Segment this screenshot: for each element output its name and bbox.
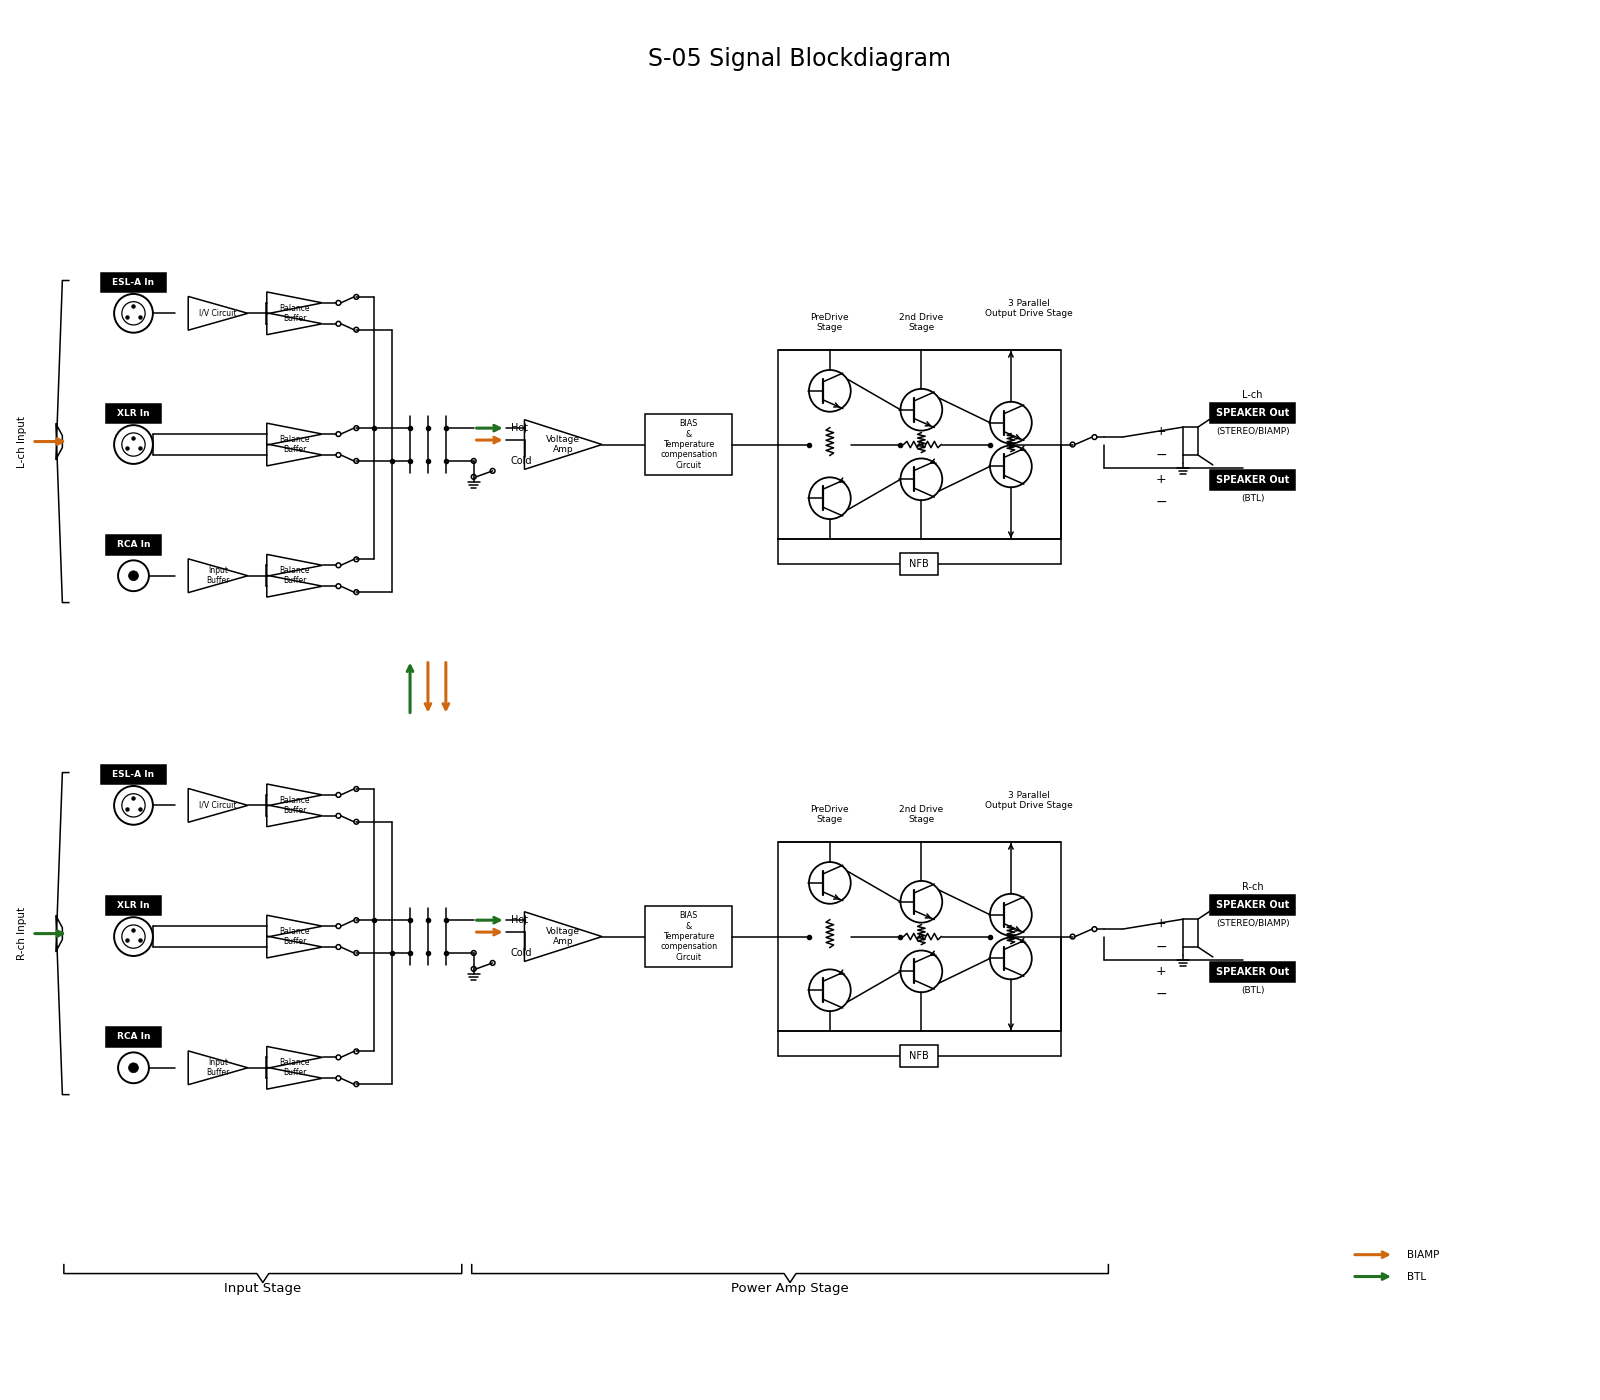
Text: Power Amp Stage: Power Amp Stage xyxy=(731,1282,850,1295)
Text: Hot: Hot xyxy=(510,423,528,433)
Text: Hot: Hot xyxy=(510,916,528,925)
Text: Input
Buffer: Input Buffer xyxy=(206,1058,230,1078)
Text: L-ch Input: L-ch Input xyxy=(18,416,27,468)
FancyBboxPatch shape xyxy=(645,414,733,476)
Text: BTL: BTL xyxy=(1406,1271,1426,1281)
Text: S-05 Signal Blockdiagram: S-05 Signal Blockdiagram xyxy=(648,46,952,71)
Text: Balance
Buffer: Balance Buffer xyxy=(280,927,310,946)
Text: −: − xyxy=(1155,987,1166,1001)
FancyBboxPatch shape xyxy=(106,896,162,916)
Text: (STEREO/BIAMP): (STEREO/BIAMP) xyxy=(1216,918,1290,928)
Text: ESL-A In: ESL-A In xyxy=(112,770,155,778)
FancyBboxPatch shape xyxy=(101,273,166,293)
Text: Balance
Buffer: Balance Buffer xyxy=(280,566,310,585)
Text: I/V Circuit: I/V Circuit xyxy=(200,309,237,318)
Text: SPEAKER Out: SPEAKER Out xyxy=(1216,476,1290,486)
Text: 2nd Drive
Stage: 2nd Drive Stage xyxy=(899,805,944,825)
Text: ESL-A In: ESL-A In xyxy=(112,279,155,287)
FancyBboxPatch shape xyxy=(106,405,162,423)
Circle shape xyxy=(128,1063,139,1072)
Circle shape xyxy=(128,571,139,581)
FancyBboxPatch shape xyxy=(1210,403,1294,423)
Text: SPEAKER Out: SPEAKER Out xyxy=(1216,409,1290,419)
Text: NFB: NFB xyxy=(909,559,930,568)
Text: −: − xyxy=(1155,496,1166,510)
Text: BIAS
&
Temperature
compensation
Circuit: BIAS & Temperature compensation Circuit xyxy=(661,419,717,470)
Text: +: + xyxy=(1155,965,1166,977)
Text: Cold: Cold xyxy=(510,948,533,958)
Text: Balance
Buffer: Balance Buffer xyxy=(280,435,310,454)
FancyBboxPatch shape xyxy=(106,1028,162,1047)
Text: Balance
Buffer: Balance Buffer xyxy=(280,304,310,323)
Text: Voltage
Amp: Voltage Amp xyxy=(546,927,581,946)
Text: 3 Parallel
Output Drive Stage: 3 Parallel Output Drive Stage xyxy=(986,791,1072,811)
Text: BIAS
&
Temperature
compensation
Circuit: BIAS & Temperature compensation Circuit xyxy=(661,911,717,962)
Text: (BTL): (BTL) xyxy=(1242,986,1264,995)
Text: SPEAKER Out: SPEAKER Out xyxy=(1216,967,1290,977)
FancyBboxPatch shape xyxy=(1210,470,1294,490)
Text: BIAMP: BIAMP xyxy=(1406,1250,1438,1260)
Text: XLR In: XLR In xyxy=(117,902,150,910)
Text: 3 Parallel
Output Drive Stage: 3 Parallel Output Drive Stage xyxy=(986,298,1072,318)
Text: R-ch Input: R-ch Input xyxy=(18,907,27,960)
Text: (STEREO/BIAMP): (STEREO/BIAMP) xyxy=(1216,427,1290,435)
FancyBboxPatch shape xyxy=(1210,896,1294,916)
Text: R-ch: R-ch xyxy=(1242,882,1264,892)
Text: L-ch: L-ch xyxy=(1242,391,1262,400)
Text: Balance
Buffer: Balance Buffer xyxy=(280,1058,310,1078)
Text: Voltage
Amp: Voltage Amp xyxy=(546,435,581,454)
Text: Balance
Buffer: Balance Buffer xyxy=(280,795,310,815)
Polygon shape xyxy=(1182,920,1198,946)
Text: −: − xyxy=(1155,448,1166,462)
Text: RCA In: RCA In xyxy=(117,1032,150,1042)
Text: +: + xyxy=(1155,473,1166,486)
Text: NFB: NFB xyxy=(909,1051,930,1061)
FancyBboxPatch shape xyxy=(645,906,733,967)
Text: SPEAKER Out: SPEAKER Out xyxy=(1216,900,1290,910)
FancyBboxPatch shape xyxy=(901,1044,938,1067)
FancyBboxPatch shape xyxy=(901,553,938,575)
Text: 2nd Drive
Stage: 2nd Drive Stage xyxy=(899,312,944,332)
Text: XLR In: XLR In xyxy=(117,409,150,419)
Text: +: + xyxy=(1155,424,1166,438)
FancyBboxPatch shape xyxy=(1210,962,1294,983)
Text: Input Stage: Input Stage xyxy=(224,1282,301,1295)
Text: +: + xyxy=(1155,917,1166,930)
Text: −: − xyxy=(1155,939,1166,953)
Text: Input
Buffer: Input Buffer xyxy=(206,566,230,585)
FancyBboxPatch shape xyxy=(101,764,166,784)
Polygon shape xyxy=(1182,427,1198,455)
Text: I/V Circuit: I/V Circuit xyxy=(200,801,237,809)
FancyBboxPatch shape xyxy=(106,535,162,554)
Text: RCA In: RCA In xyxy=(117,540,150,549)
Text: Cold: Cold xyxy=(510,456,533,466)
Text: (BTL): (BTL) xyxy=(1242,494,1264,503)
Text: PreDrive
Stage: PreDrive Stage xyxy=(811,805,850,825)
Text: PreDrive
Stage: PreDrive Stage xyxy=(811,312,850,332)
